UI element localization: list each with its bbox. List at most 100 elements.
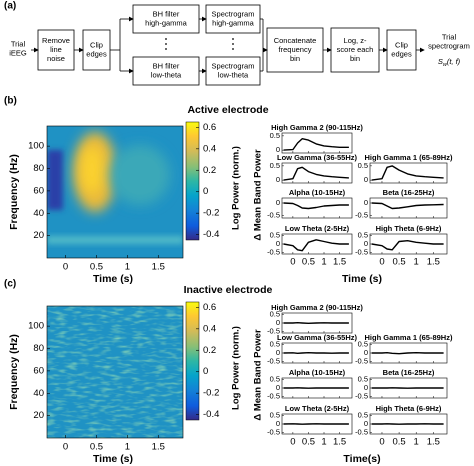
- process-box: [205, 4, 261, 34]
- y-axis-label: Δ Mean Band Power: [253, 329, 264, 421]
- y-tick-label: 0.5: [358, 231, 368, 240]
- subplot-title: High Gamma 1 (65-89Hz): [365, 333, 453, 342]
- process-label: BH filter: [153, 61, 180, 70]
- y-tick-label: 0.5: [270, 131, 280, 140]
- band-line: [371, 202, 444, 210]
- y-tick-label: 0: [276, 318, 280, 327]
- subplot-title: High Gamma 1 (65-89Hz): [365, 153, 453, 162]
- heatmap-region: [81, 146, 103, 194]
- subplot-title: Beta (16-25Hz): [383, 368, 435, 377]
- subplot-frame: [369, 162, 448, 184]
- subplot-title: Alpha (10-15Hz): [289, 188, 346, 197]
- process-label: frequency: [279, 45, 312, 54]
- heatmap-frame: [46, 125, 184, 259]
- subplot-title: Low Gamma (36-55Hz): [277, 153, 358, 162]
- process-box: [37, 29, 75, 71]
- heatmap-region: [47, 150, 63, 210]
- process-label: Clip: [395, 40, 408, 49]
- panel-title: Active electrode: [187, 104, 268, 116]
- subplot-title: High Theta (6-9Hz): [376, 224, 442, 233]
- process-label: line: [50, 45, 62, 54]
- y-tick-label: 100: [28, 141, 44, 152]
- y-tick-label: 0: [364, 239, 368, 248]
- band-line: [283, 239, 349, 252]
- y-tick-label: 0.5: [358, 411, 368, 420]
- x-tick-label: 0: [379, 437, 384, 448]
- y-tick-label: 0: [276, 239, 280, 248]
- process-label: edges: [391, 49, 412, 58]
- y-tick-label: -0.5: [355, 356, 368, 365]
- subplot-title: High Gamma 2 (90-115Hz): [271, 303, 363, 312]
- band-line: [371, 165, 444, 181]
- colorbar-tick-label: -0.4: [203, 409, 219, 420]
- process-label: high-gamma: [145, 18, 188, 27]
- y-tick-label: 0.5: [358, 375, 368, 384]
- subplot-title: Alpha (10-15Hz): [289, 368, 346, 377]
- y-tick-label: 60: [33, 185, 44, 196]
- x-tick-label: 1: [125, 442, 130, 453]
- y-tick-label: -0.5: [267, 391, 280, 400]
- subplot-title: Beta (16-25Hz): [383, 188, 435, 197]
- y-tick-label: 0: [364, 419, 368, 428]
- process-label: Remove: [42, 36, 70, 45]
- process-label: Spectrogram: [212, 9, 255, 18]
- y-tick-label: 0: [364, 198, 368, 207]
- band-line: [283, 322, 349, 324]
- y-tick-label: 20: [33, 230, 44, 241]
- y-tick-label: 40: [33, 208, 44, 219]
- x-axis-label: Time (s): [93, 273, 133, 285]
- y-tick-label: -0.5: [267, 427, 280, 436]
- x-axis-label: Time (s): [93, 453, 133, 465]
- subplot-frame: [369, 197, 448, 219]
- process-label: Log, z-: [344, 36, 367, 45]
- process-label: high-gamma: [212, 18, 255, 27]
- subplot-title: Low Theta (2-5Hz): [285, 404, 350, 413]
- colorbar-tick-label: 0.4: [203, 143, 216, 154]
- process-box: [82, 29, 111, 71]
- x-tick-label: 1: [414, 257, 419, 268]
- panel-label: (b): [4, 96, 17, 107]
- subplot-title: Low Gamma (36-55Hz): [277, 333, 358, 342]
- y-tick-label: -0.5: [355, 427, 368, 436]
- panel-label: (a): [4, 1, 16, 12]
- x-tick-label: 1.5: [427, 257, 440, 268]
- y-axis-label: Δ Mean Band Power: [253, 149, 264, 241]
- colorbar-tick-label: -0.2: [203, 388, 219, 399]
- colorbar-tick-label: 0.2: [203, 345, 216, 356]
- y-tick-label: 20: [33, 410, 44, 421]
- process-label: bin: [350, 54, 360, 63]
- heatmap-region: [47, 236, 183, 244]
- x-tick-label: 1.5: [152, 262, 165, 273]
- formula-part: (t, f): [447, 57, 461, 66]
- subplot-frame: [281, 197, 353, 219]
- band-line: [283, 166, 349, 181]
- y-tick-label: 0.5: [358, 340, 368, 349]
- x-tick-label: 0.5: [90, 262, 103, 273]
- panel-title: Inactive electrode: [184, 284, 273, 296]
- band-line: [283, 202, 349, 210]
- y-tick-label: -0.5: [267, 247, 280, 256]
- y-axis-label: Frequency (Hz): [8, 334, 20, 410]
- y-tick-label: 0.5: [270, 411, 280, 420]
- process-label: Spectrogram: [212, 61, 255, 70]
- x-tick-label: 0.5: [392, 257, 405, 268]
- colorbar-tick-label: -0.2: [203, 208, 219, 219]
- x-tick-label: 1.5: [427, 437, 440, 448]
- y-tick-label: -0.5: [355, 247, 368, 256]
- x-axis-label: Time (s): [342, 273, 382, 285]
- colorbar-tick-label: 0: [203, 366, 208, 377]
- colorbar-tick-label: -0.4: [203, 229, 219, 240]
- process-label: low-theta: [151, 70, 182, 79]
- colorbar-tick-label: 0.4: [203, 323, 216, 334]
- process-label: low-theta: [218, 70, 249, 79]
- x-tick-label: 0: [379, 257, 384, 268]
- y-tick-label: 0.5: [270, 310, 280, 319]
- formula-part: w: [443, 62, 448, 68]
- y-tick-label: 0: [276, 145, 280, 154]
- heatmap-frame: [46, 305, 184, 439]
- colorbar: [185, 301, 200, 421]
- process-label: BH filter: [153, 9, 180, 18]
- band-line: [283, 138, 349, 151]
- y-tick-label: -0.5: [267, 210, 280, 219]
- y-tick-label: 100: [28, 321, 44, 332]
